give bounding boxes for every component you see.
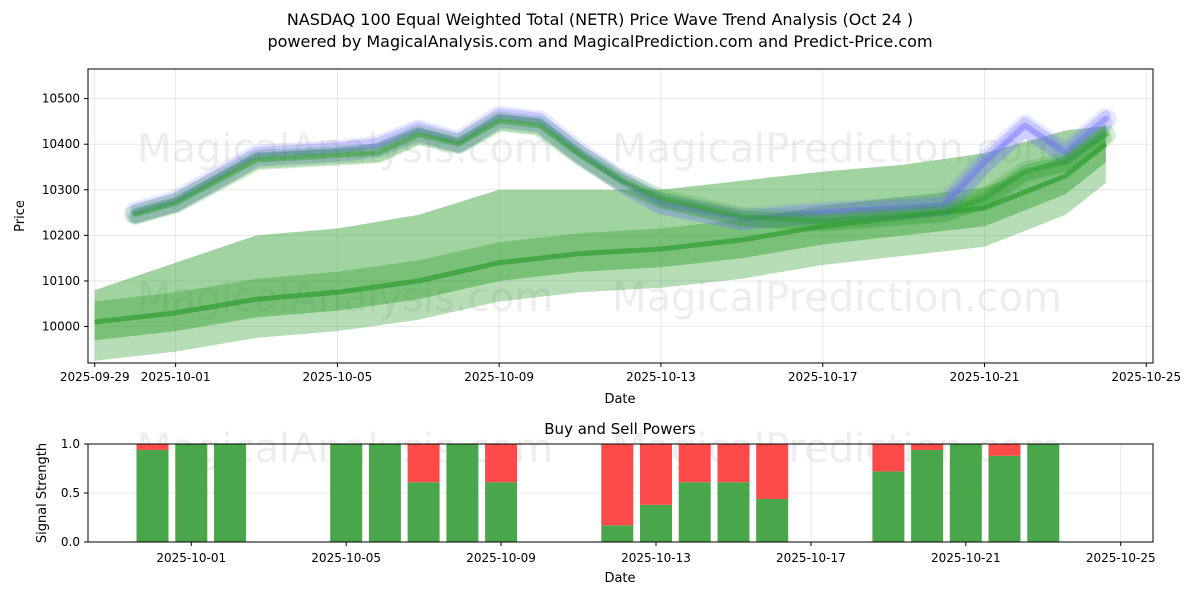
price-wave-blue (130, 108, 1111, 221)
trend-band-lower (94, 123, 1106, 361)
signal-axes: 2025-10-01 2025-10-05 2025-10-09 2025-10-13… (61, 437, 1156, 565)
buy-bar (872, 471, 905, 542)
chart-subtitle: powered by MagicalAnalysis.com and Magic… (267, 32, 933, 51)
price-x-tick-label: 2025-10-21 (950, 370, 1020, 384)
signal-x-tick-label: 2025-10-09 (466, 551, 536, 565)
price-y-tick-label: 10300 (42, 183, 80, 197)
signal-x-axis-label: Date (604, 571, 635, 586)
signal-y-tick-label: 0.0 (61, 535, 80, 549)
price-x-tick-label: 2025-10-09 (464, 370, 534, 384)
buy-bar (214, 444, 246, 542)
price-wave-green (132, 118, 1109, 225)
sell-bar (640, 444, 672, 505)
sell-bar (717, 444, 750, 483)
buy-bar (601, 525, 634, 542)
watermark-text: MagicalPrediction.com (612, 275, 1062, 321)
signal-y-tick-label: 0.5 (61, 486, 80, 500)
buy-bar (717, 482, 750, 542)
sell-bar (872, 444, 905, 472)
sell-bar (136, 444, 169, 450)
price-wave-blue (128, 113, 1113, 231)
watermark-text: MagicalAnalysis.com (137, 275, 553, 321)
signal-bars (136, 444, 1060, 542)
buy-bar (949, 444, 982, 542)
sell-bar (988, 444, 1021, 456)
sell-bar (756, 444, 789, 499)
price-x-tick-label: 2025-10-17 (788, 370, 858, 384)
buy-bar (640, 504, 672, 542)
sell-bar (407, 444, 440, 483)
price-wave-blue (132, 113, 1109, 223)
price-plot-frame (87, 68, 1154, 364)
trend-line (94, 142, 1108, 325)
price-y-axis-label: Price (13, 200, 28, 232)
sell-bar (678, 444, 711, 483)
sell-bar (601, 444, 634, 526)
price-x-tick-label: 2025-10-05 (303, 370, 373, 384)
price-wave-blue (124, 105, 1117, 231)
signal-x-tick-label: 2025-10-13 (621, 551, 691, 565)
buy-bar (407, 482, 440, 542)
price-x-axis-label: Date (604, 392, 635, 407)
sell-bar (911, 444, 944, 450)
bar-chart-title: Buy and Sell Powers (544, 420, 696, 438)
watermark-layer: MagicalAnalysis.com MagicalPrediction.com… (137, 126, 1062, 472)
price-x-tick-label: 2025-09-29 (60, 370, 130, 384)
buy-bar (988, 455, 1021, 542)
buy-bar (446, 444, 479, 542)
price-y-tick-label: 10500 (42, 92, 80, 106)
buy-bar (330, 444, 363, 542)
signal-x-tick-label: 2025-10-17 (776, 551, 846, 565)
price-wave-green (129, 118, 1112, 231)
watermark-text: MagicalPrediction.com (612, 126, 1062, 172)
chart-title: NASDAQ 100 Equal Weighted Total (NETR) P… (286, 10, 914, 29)
price-y-tick-label: 10100 (42, 274, 80, 288)
buy-bar (368, 444, 401, 542)
buy-bar (136, 449, 169, 542)
signal-x-tick-label: 2025-10-01 (156, 551, 226, 565)
buy-bar (678, 482, 711, 542)
buy-bar (756, 498, 789, 542)
signal-x-tick-label: 2025-10-25 (1086, 551, 1156, 565)
signal-y-tick-label: 1.0 (61, 437, 80, 451)
price-series (94, 105, 1117, 361)
trend-band-upper (94, 126, 1106, 341)
price-x-tick-label: 2025-10-01 (141, 370, 211, 384)
buy-bar (175, 444, 208, 542)
price-x-tick-label: 2025-10-25 (1111, 370, 1181, 384)
buy-bar (1027, 444, 1060, 542)
price-y-tick-label: 10400 (42, 137, 80, 151)
buy-bar (485, 482, 518, 542)
price-y-tick-label: 10200 (42, 228, 80, 242)
buy-bar (911, 449, 944, 542)
sell-bar (485, 444, 518, 483)
price-grid (88, 69, 1153, 363)
signal-x-tick-label: 2025-10-05 (311, 551, 381, 565)
price-x-tick-label: 2025-10-13 (626, 370, 696, 384)
price-axes: 2025-09-29 2025-10-01 2025-10-05 2025-10-09… (42, 92, 1181, 384)
price-wave-green (125, 111, 1116, 232)
price-y-tick-label: 10000 (42, 320, 80, 334)
signal-y-axis-label: Signal Strength (35, 443, 50, 543)
price-wave-green (131, 114, 1110, 223)
signal-x-tick-label: 2025-10-21 (931, 551, 1001, 565)
watermark-text: MagicalAnalysis.com (137, 126, 553, 172)
